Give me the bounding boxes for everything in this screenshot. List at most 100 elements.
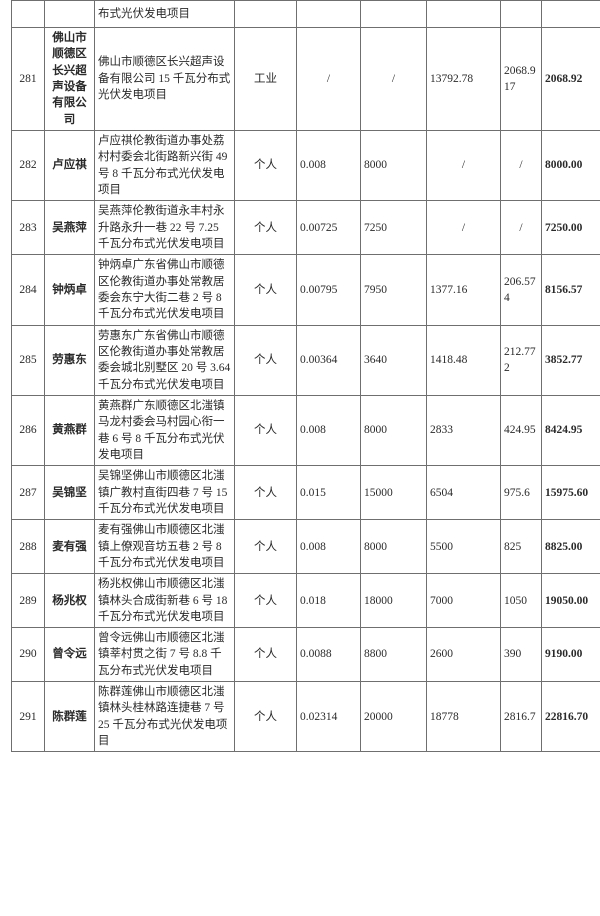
row-project-cell: 劳惠东广东省佛山市顺德区伦教街道办事处常教居委会城北别墅区 20 号 3.64 … bbox=[94, 324, 235, 396]
row-name-cell: 杨兆权 bbox=[44, 573, 95, 629]
row-total-cell: 19050.00 bbox=[541, 573, 600, 629]
row-project-cell: 卢应祺伦教街道办事处荔村村委会北街路新兴街 49 号 8 千瓦分布式光伏发电项目 bbox=[94, 129, 235, 202]
row-type-cell: 个人 bbox=[234, 519, 297, 575]
row-subsidy1-cell: 8000 bbox=[360, 129, 427, 202]
row-capacity-cell: 0.00364 bbox=[296, 324, 361, 396]
row-subsidy3-cell: 2068.917 bbox=[500, 27, 542, 131]
row-total-cell bbox=[541, 0, 600, 28]
row-project-cell: 黄燕群广东顺德区北滍镇马龙村委会马村园心衔一巷 6 号 8 千瓦分布式光伏发电项… bbox=[94, 394, 235, 467]
row-index-cell: 289 bbox=[11, 573, 45, 629]
row-index-cell: 288 bbox=[11, 519, 45, 575]
row-name-cell: 吴锦坚 bbox=[44, 465, 95, 521]
row-capacity-cell: 0.00795 bbox=[296, 254, 361, 326]
row-subsidy2-cell: 1377.16 bbox=[426, 254, 501, 326]
row-subsidy3-cell: 390 bbox=[500, 627, 542, 683]
row-subsidy2-cell: 6504 bbox=[426, 465, 501, 521]
table-row: 283 吴燕萍 吴燕萍伦教街道永丰村永升路永升一巷 22 号 7.25 千瓦分布式光… bbox=[11, 200, 600, 256]
row-subsidy2-cell: 7000 bbox=[426, 573, 501, 629]
row-capacity-cell: 0.02314 bbox=[296, 681, 361, 753]
row-type-cell bbox=[234, 0, 297, 28]
row-total-cell: 8825.00 bbox=[541, 519, 600, 575]
row-index-cell: 282 bbox=[11, 129, 45, 202]
subsidy-table: 布式光伏发电项目 281 佛山市顺德区长兴超声设备有限公司 佛山市顺德区长兴超声设备… bbox=[11, 0, 600, 753]
row-subsidy1-cell: 7250 bbox=[360, 200, 427, 256]
table-row: 281 佛山市顺德区长兴超声设备有限公司 佛山市顺德区长兴超声设备有限公司 15 千… bbox=[11, 27, 600, 131]
row-type-cell: 个人 bbox=[234, 627, 297, 683]
table-body: 布式光伏发电项目 281 佛山市顺德区长兴超声设备有限公司 佛山市顺德区长兴超声设备… bbox=[11, 0, 600, 753]
row-type-cell: 个人 bbox=[234, 200, 297, 256]
row-subsidy3-cell: / bbox=[500, 129, 542, 202]
table-row: 289 杨兆权 杨兆权佛山市顺德区北滍镇林头合成街新巷 6 号 18 千瓦分布式光伏… bbox=[11, 573, 600, 629]
row-subsidy2-cell: 2600 bbox=[426, 627, 501, 683]
row-type-cell: 个人 bbox=[234, 573, 297, 629]
row-project-cell: 布式光伏发电项目 bbox=[94, 0, 235, 28]
row-total-cell: 2068.92 bbox=[541, 27, 600, 131]
row-subsidy3-cell: 212.772 bbox=[500, 324, 542, 396]
row-subsidy3-cell: / bbox=[500, 200, 542, 256]
row-total-cell: 8156.57 bbox=[541, 254, 600, 326]
row-name-cell: 卢应祺 bbox=[44, 129, 95, 202]
row-subsidy2-cell: 5500 bbox=[426, 519, 501, 575]
row-type-cell: 个人 bbox=[234, 394, 297, 467]
row-project-cell: 吴锦坚佛山市顺德区北滍镇广教村直街四巷 7 号 15 千瓦分布式光伏发电项目 bbox=[94, 465, 235, 521]
row-name-cell: 佛山市顺德区长兴超声设备有限公司 bbox=[44, 27, 95, 131]
row-capacity-cell: 0.015 bbox=[296, 465, 361, 521]
row-name-cell bbox=[44, 0, 95, 28]
row-capacity-cell: 0.008 bbox=[296, 519, 361, 575]
row-capacity-cell: 0.008 bbox=[296, 394, 361, 467]
row-subsidy1-cell: / bbox=[360, 27, 427, 131]
row-subsidy1-cell: 18000 bbox=[360, 573, 427, 629]
row-total-cell: 8000.00 bbox=[541, 129, 600, 202]
row-project-cell: 佛山市顺德区长兴超声设备有限公司 15 千瓦分布式光伏发电项目 bbox=[94, 27, 235, 131]
row-index-cell: 284 bbox=[11, 254, 45, 326]
row-total-cell: 15975.60 bbox=[541, 465, 600, 521]
row-capacity-cell: / bbox=[296, 27, 361, 131]
table-row: 288 麦有强 麦有强佛山市顺德区北滍镇上僚观音坊五巷 2 号 8 千瓦分布式光伏发… bbox=[11, 519, 600, 575]
row-type-cell: 个人 bbox=[234, 324, 297, 396]
table-row: 285 劳惠东 劳惠东广东省佛山市顺德区伦教街道办事处常教居委会城北别墅区 20 号… bbox=[11, 324, 600, 396]
row-index-cell bbox=[11, 0, 45, 28]
row-total-cell: 9190.00 bbox=[541, 627, 600, 683]
row-name-cell: 吴燕萍 bbox=[44, 200, 95, 256]
row-index-cell: 291 bbox=[11, 681, 45, 753]
row-subsidy2-cell bbox=[426, 0, 501, 28]
row-subsidy1-cell: 20000 bbox=[360, 681, 427, 753]
row-capacity-cell: 0.008 bbox=[296, 129, 361, 202]
row-total-cell: 22816.70 bbox=[541, 681, 600, 753]
table-row-continuation: 布式光伏发电项目 bbox=[11, 0, 600, 28]
row-subsidy2-cell: 1418.48 bbox=[426, 324, 501, 396]
row-name-cell: 钟炳卓 bbox=[44, 254, 95, 326]
row-subsidy1-cell: 8000 bbox=[360, 394, 427, 467]
table-row: 284 钟炳卓 钟炳卓广东省佛山市顺德区伦教街道办事处常教居委会东宁大街二巷 2 号… bbox=[11, 254, 600, 326]
row-capacity-cell: 0.018 bbox=[296, 573, 361, 629]
row-subsidy1-cell: 8800 bbox=[360, 627, 427, 683]
row-name-cell: 陈群莲 bbox=[44, 681, 95, 753]
table-row: 290 曾令远 曾令远佛山市顺德区北滍镇莘村贯之街 7 号 8.8 千瓦分布式光伏发… bbox=[11, 627, 600, 683]
row-subsidy1-cell: 3640 bbox=[360, 324, 427, 396]
row-capacity-cell: 0.0088 bbox=[296, 627, 361, 683]
row-project-cell: 吴燕萍伦教街道永丰村永升路永升一巷 22 号 7.25 千瓦分布式光伏发电项目 bbox=[94, 200, 235, 256]
row-subsidy1-cell: 7950 bbox=[360, 254, 427, 326]
row-total-cell: 8424.95 bbox=[541, 394, 600, 467]
row-total-cell: 7250.00 bbox=[541, 200, 600, 256]
row-name-cell: 麦有强 bbox=[44, 519, 95, 575]
row-index-cell: 281 bbox=[11, 27, 45, 131]
table-row: 287 吴锦坚 吴锦坚佛山市顺德区北滍镇广教村直街四巷 7 号 15 千瓦分布式光伏… bbox=[11, 465, 600, 521]
row-type-cell: 个人 bbox=[234, 681, 297, 753]
table-row: 291 陈群莲 陈群莲佛山市顺德区北滍镇林头桂林路连捷巷 7 号 25 千瓦分布式光… bbox=[11, 681, 600, 753]
row-type-cell: 工业 bbox=[234, 27, 297, 131]
row-subsidy3-cell bbox=[500, 0, 542, 28]
row-project-cell: 杨兆权佛山市顺德区北滍镇林头合成街新巷 6 号 18 千瓦分布式光伏发电项目 bbox=[94, 573, 235, 629]
row-capacity-cell: 0.00725 bbox=[296, 200, 361, 256]
row-subsidy3-cell: 825 bbox=[500, 519, 542, 575]
row-subsidy2-cell: 2833 bbox=[426, 394, 501, 467]
row-name-cell: 黄燕群 bbox=[44, 394, 95, 467]
row-index-cell: 285 bbox=[11, 324, 45, 396]
row-project-cell: 钟炳卓广东省佛山市顺德区伦教街道办事处常教居委会东宁大街二巷 2 号 8 千瓦分… bbox=[94, 254, 235, 326]
table-row: 286 黄燕群 黄燕群广东顺德区北滍镇马龙村委会马村园心衔一巷 6 号 8 千瓦分布… bbox=[11, 394, 600, 467]
row-total-cell: 3852.77 bbox=[541, 324, 600, 396]
row-type-cell: 个人 bbox=[234, 465, 297, 521]
row-project-cell: 曾令远佛山市顺德区北滍镇莘村贯之街 7 号 8.8 千瓦分布式光伏发电项目 bbox=[94, 627, 235, 683]
row-subsidy1-cell: 15000 bbox=[360, 465, 427, 521]
